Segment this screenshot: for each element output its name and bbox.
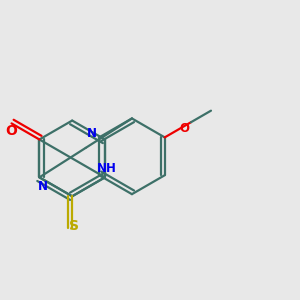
Text: O: O <box>180 122 190 135</box>
Text: O: O <box>6 124 17 137</box>
Text: N: N <box>38 180 48 193</box>
Text: S: S <box>69 219 79 233</box>
Text: NH: NH <box>97 162 117 175</box>
Text: N: N <box>87 127 97 140</box>
